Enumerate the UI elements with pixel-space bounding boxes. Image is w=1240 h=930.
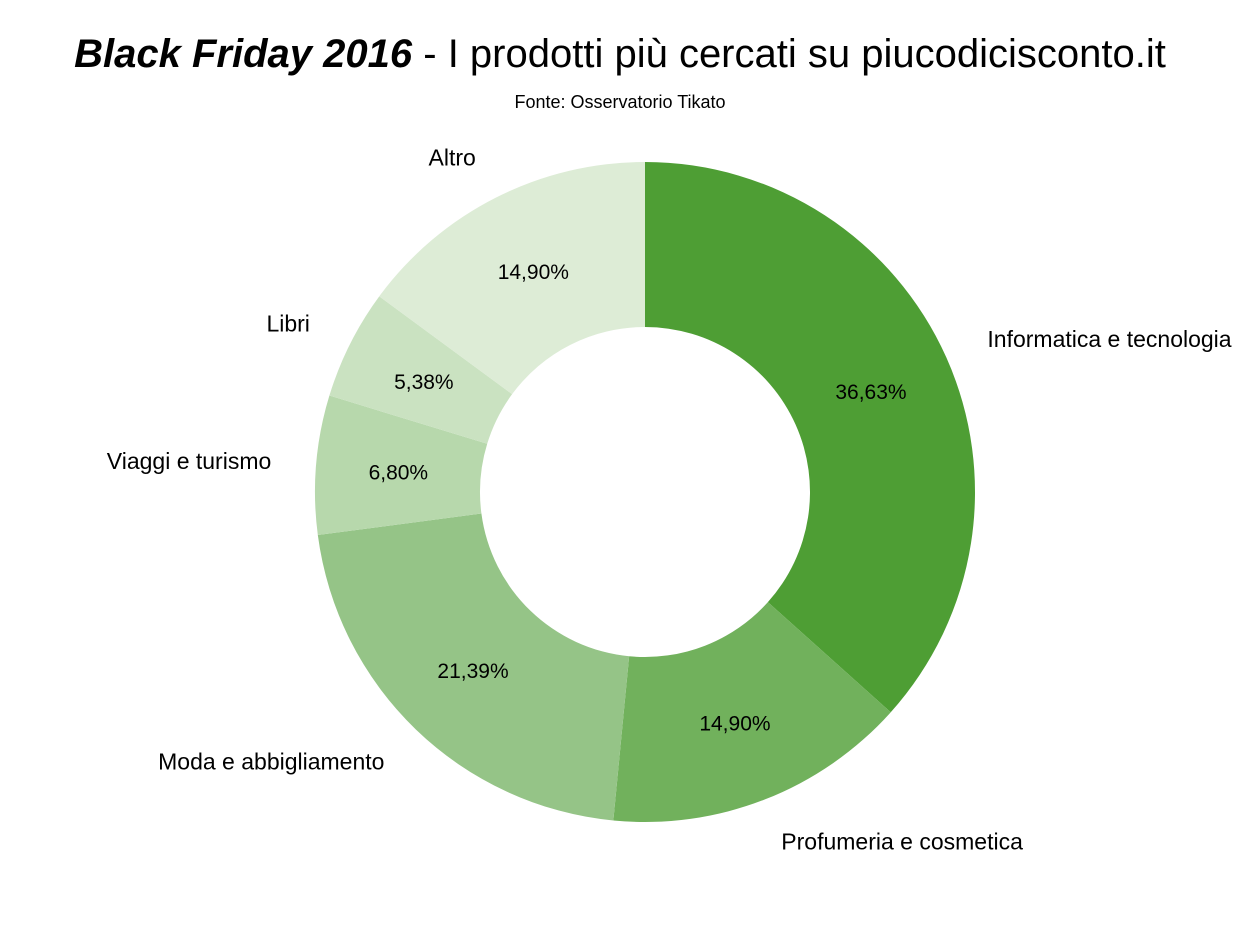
category-label-altro: Altro	[429, 144, 476, 170]
category-label-viaggi-e-turismo: Viaggi e turismo	[107, 448, 272, 474]
slice-libri	[329, 296, 513, 444]
chart-title-rest: - I prodotti più cercati su piucodicisco…	[412, 32, 1166, 76]
chart-subtitle: Fonte: Osservatorio Tikato	[514, 92, 726, 112]
category-label-libri: Libri	[266, 311, 309, 337]
value-label-profumeria-e-cosmetica: 14,90%	[699, 713, 770, 736]
slice-moda-e-abbigliamento	[317, 513, 630, 821]
slice-informatica-e-tecnologia	[645, 162, 975, 713]
slice-profumeria-e-cosmetica	[613, 602, 891, 822]
category-label-moda-e-abbigliamento: Moda e abbigliamento	[158, 749, 384, 775]
value-label-viaggi-e-turismo: 6,80%	[369, 461, 429, 484]
category-label-profumeria-e-cosmetica: Profumeria e cosmetica	[781, 828, 1023, 854]
value-label-libri: 5,38%	[394, 371, 454, 394]
chart-title-bold: Black Friday 2016	[74, 32, 413, 76]
value-label-moda-e-abbigliamento: 21,39%	[437, 660, 508, 683]
category-label-informatica-e-tecnologia: Informatica e tecnologia	[987, 326, 1231, 352]
value-label-altro: 14,90%	[498, 261, 569, 284]
chart-title: Black Friday 2016 - I prodotti più cerca…	[0, 30, 1240, 78]
value-label-informatica-e-tecnologia: 36,63%	[835, 381, 906, 404]
slice-altro	[379, 162, 645, 395]
slice-viaggi-e-turismo	[315, 395, 488, 536]
